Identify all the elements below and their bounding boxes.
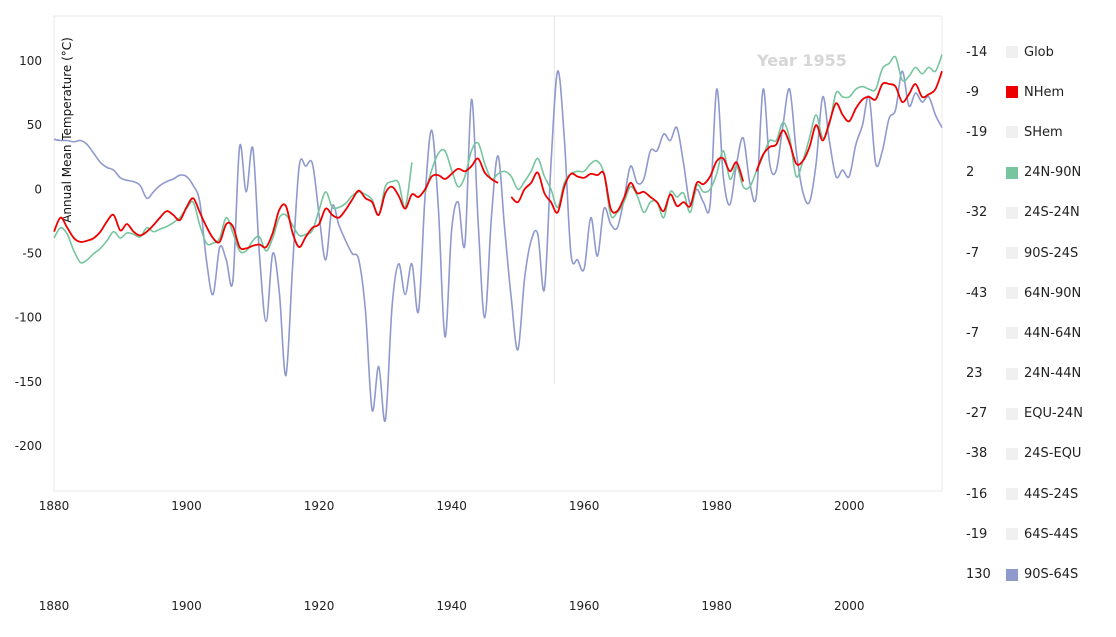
legend-label: 24N-44N: [1024, 366, 1082, 382]
legend: -14 Glob -9 NHem -19 SHem 2 24N-90N -32 24S-24N -7…: [960, 32, 1110, 595]
legend-item-44s-24s[interactable]: -16 44S-24S: [960, 474, 1110, 514]
legend-value: -7: [966, 245, 979, 261]
series-line-nhem: [53, 157, 499, 251]
legend-item-64s-44s[interactable]: -19 64S-44S: [960, 514, 1110, 554]
y-tick-label: 50: [27, 118, 42, 132]
legend-swatch[interactable]: [1006, 46, 1018, 59]
legend-label: EQU-24N: [1024, 406, 1083, 422]
legend-value: -19: [966, 124, 988, 140]
legend-item-24s-24n[interactable]: -32 24S-24N: [960, 193, 1110, 233]
legend-label: SHem: [1024, 124, 1063, 140]
legend-item-shem[interactable]: -19 SHem: [960, 112, 1110, 152]
legend-value: 2: [966, 165, 975, 181]
hover-year-label: Year 1955: [756, 51, 847, 70]
legend-swatch[interactable]: [1006, 327, 1018, 340]
legend-value: -27: [966, 406, 988, 422]
legend-item-24n-44n[interactable]: 23 24N-44N: [960, 354, 1110, 394]
x-tick-label-secondary: 2000: [834, 599, 865, 613]
plot-frame: [53, 15, 943, 492]
x-tick-label: 1920: [304, 499, 335, 513]
legend-value: -9: [966, 84, 979, 100]
series-line-24n-90n: [424, 54, 943, 219]
series-line-24n-90n: [53, 162, 413, 264]
legend-swatch[interactable]: [1006, 528, 1018, 541]
legend-item-24s-equ[interactable]: -38 24S-EQU: [960, 434, 1110, 474]
legend-swatch[interactable]: [1006, 447, 1018, 460]
legend-label: 44N-64N: [1024, 325, 1082, 341]
series-group: [53, 54, 943, 422]
legend-swatch[interactable]: [1006, 247, 1018, 260]
legend-swatch[interactable]: [1006, 488, 1018, 501]
legend-label: 24S-24N: [1024, 205, 1080, 221]
x-tick-label: 1960: [569, 499, 600, 513]
legend-swatch[interactable]: [1006, 126, 1018, 139]
legend-label: 64N-90N: [1024, 285, 1082, 301]
legend-swatch[interactable]: [1006, 407, 1018, 420]
legend-label: NHem: [1024, 84, 1065, 100]
y-tick-label: 0: [34, 182, 42, 196]
legend-label: 90S-64S: [1024, 567, 1079, 583]
legend-value: -32: [966, 205, 988, 221]
x-tick-label: 1900: [171, 499, 202, 513]
x-tick-label: 1940: [436, 499, 467, 513]
legend-item-64n-90n[interactable]: -43 64N-90N: [960, 273, 1110, 313]
legend-item-nhem[interactable]: -9 NHem: [960, 72, 1110, 112]
legend-value: -16: [966, 486, 988, 502]
y-tick-label: -200: [15, 439, 42, 453]
legend-swatch[interactable]: [1006, 206, 1018, 219]
y-tick-label: -150: [15, 375, 42, 389]
y-axis-label: Annual Mean Temperature (°C): [60, 37, 74, 223]
legend-value: -19: [966, 526, 988, 542]
legend-value: -43: [966, 285, 988, 301]
legend-swatch[interactable]: [1006, 568, 1018, 581]
legend-item-90s-64s[interactable]: 130 90S-64S: [960, 554, 1110, 594]
legend-item-glob[interactable]: -14 Glob: [960, 32, 1110, 72]
x-tick-label-secondary: 1920: [304, 599, 335, 613]
x-tick-label-secondary: 1900: [171, 599, 202, 613]
series-line-nhem: [755, 70, 943, 172]
x-tick-label-secondary: 1980: [701, 599, 732, 613]
legend-swatch[interactable]: [1006, 86, 1018, 99]
y-axis: 100 50 0 -50 -100 -150 -200: [15, 54, 42, 453]
legend-swatch[interactable]: [1006, 287, 1018, 300]
y-tick-label: 100: [19, 54, 42, 68]
legend-label: Glob: [1024, 44, 1054, 60]
y-tick-label: -50: [22, 247, 42, 261]
legend-value: -38: [966, 446, 988, 462]
series-line-nhem: [510, 156, 745, 214]
legend-label: 24N-90N: [1024, 165, 1082, 181]
legend-swatch[interactable]: [1006, 166, 1018, 179]
x-tick-label-secondary: 1960: [569, 599, 600, 613]
x-tick-label: 1880: [39, 499, 70, 513]
legend-value: 130: [966, 567, 991, 583]
y-tick-label: -100: [15, 311, 42, 325]
legend-value: 23: [966, 366, 983, 382]
x-axis-secondary: 1880 1900 1920 1940 1960 1980 2000: [39, 599, 865, 613]
legend-item-44n-64n[interactable]: -7 44N-64N: [960, 313, 1110, 353]
legend-item-90s-24s[interactable]: -7 90S-24S: [960, 233, 1110, 273]
legend-item-equ-24n[interactable]: -27 EQU-24N: [960, 394, 1110, 434]
x-tick-label-secondary: 1880: [39, 599, 70, 613]
x-axis: 1880 1900 1920 1940 1960 1980 2000: [39, 499, 865, 513]
legend-value: -7: [966, 325, 979, 341]
series-line-90s-64s: [53, 70, 943, 422]
x-tick-label-secondary: 1940: [436, 599, 467, 613]
x-tick-label: 1980: [701, 499, 732, 513]
legend-label: 90S-24S: [1024, 245, 1079, 261]
legend-value: -14: [966, 44, 988, 60]
legend-label: 44S-24S: [1024, 486, 1079, 502]
legend-label: 64S-44S: [1024, 526, 1079, 542]
legend-item-24n-90n[interactable]: 2 24N-90N: [960, 153, 1110, 193]
legend-label: 24S-EQU: [1024, 446, 1082, 462]
legend-swatch[interactable]: [1006, 367, 1018, 380]
x-tick-label: 2000: [834, 499, 865, 513]
